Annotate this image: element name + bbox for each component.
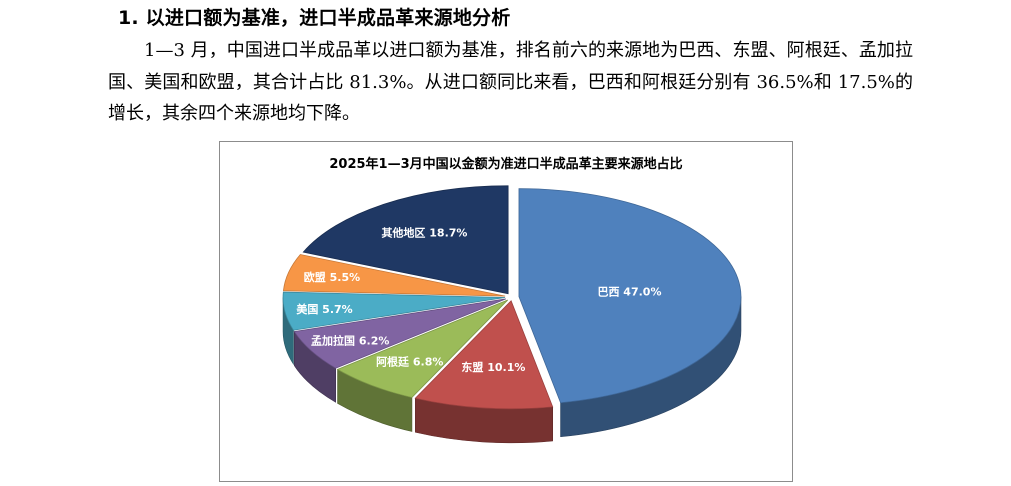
pie-slice-brazil [518, 188, 742, 404]
section-heading: 1. 以进口额为基准，进口半成品革来源地分析 [118, 7, 511, 29]
pie-slice-bangladesh [293, 298, 507, 369]
chart-title: 2025年1—3月中国以金额为准进口半成品革主要来源地占比 [329, 157, 683, 172]
pie-chart: 巴西 47.0% 东盟 10.1% 阿根廷 6.8% 孟加拉国 6.2% 美国 5.7%… [282, 185, 742, 444]
data-label-asean: 东盟 10.1% [461, 360, 525, 374]
pie-slices [282, 185, 742, 410]
pie-slice-asean [414, 300, 554, 410]
data-label-bangladesh: 孟加拉国 6.2% [311, 333, 389, 347]
data-label-argentina: 阿根廷 6.8% [376, 354, 443, 368]
pie-slice-eu [283, 254, 506, 297]
data-label-brazil: 巴西 47.0% [597, 286, 661, 299]
data-label-usa: 美国 5.7% [296, 302, 352, 316]
chart-container: 2025年1—3月中国以金额为准进口半成品革主要来源地占比 巴西 47.0% 东盟… [219, 141, 793, 482]
data-label-other: 其他地区 18.7% [381, 226, 467, 240]
pie-slice-usa [282, 291, 506, 331]
pie-slice-other [302, 185, 509, 295]
body-paragraph: 1—3 月，中国进口半成品革以进口额为基准，排名前六的来源地为巴西、东盟、阿根廷… [108, 40, 913, 124]
pie-labels: 巴西 47.0% 东盟 10.1% 阿根廷 6.8% 孟加拉国 6.2% 美国 5.7%… [296, 226, 661, 375]
pie-slice-argentina [336, 299, 508, 398]
data-label-eu: 欧盟 5.5% [304, 270, 360, 284]
